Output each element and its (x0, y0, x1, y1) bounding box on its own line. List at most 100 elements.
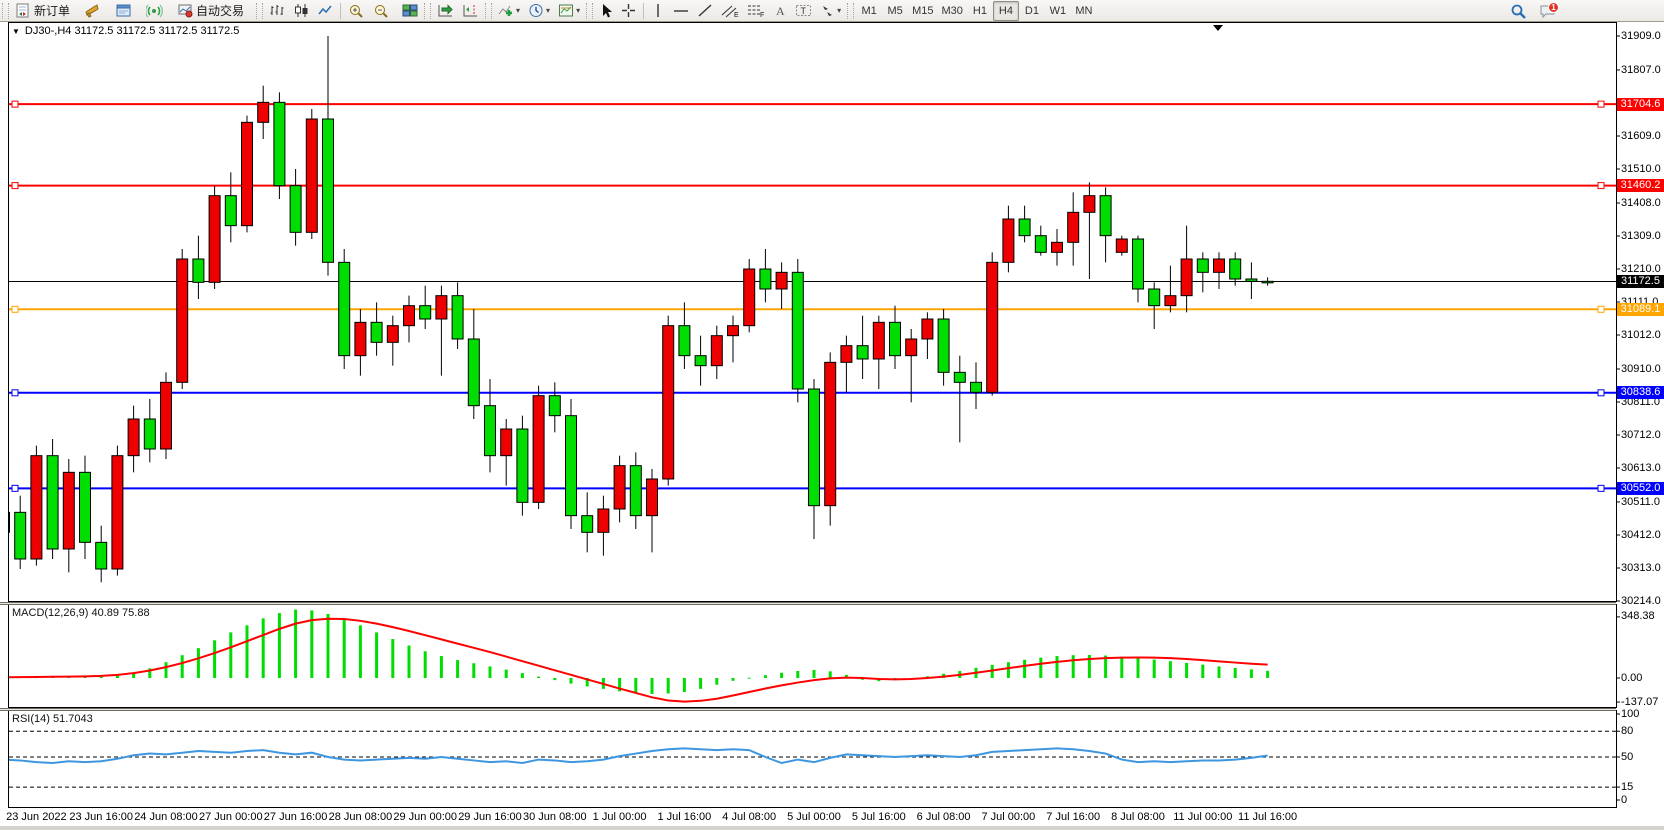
timeframe-M1[interactable]: M1 (861, 4, 877, 17)
zoom-out-button[interactable] (369, 1, 394, 21)
search-button[interactable] (1506, 1, 1531, 21)
time-label: 30 Jun 08:00 (522, 811, 587, 823)
toolbar-grip[interactable] (586, 2, 594, 19)
macd-histogram-bar (115, 675, 119, 678)
pane-splitter[interactable] (0, 707, 1616, 711)
macd-axis-label: 0.00 (1621, 671, 1643, 684)
macd-histogram-bar (342, 619, 346, 678)
macd-histogram-bar (537, 676, 541, 678)
macd-histogram-bar (553, 678, 557, 681)
macd-histogram-bar (148, 668, 152, 678)
chart-shift-button[interactable] (458, 1, 483, 21)
indicators-button[interactable]: ▾ (494, 1, 524, 21)
navigator-button[interactable] (142, 1, 167, 21)
candle (289, 169, 302, 246)
level-marker[interactable] (11, 389, 19, 397)
new-order-icon (16, 3, 29, 18)
timeframe-bar: M1 M5 M15 M30 H1 H4 D1 W1 MN (856, 0, 1097, 21)
timeframe-MN[interactable]: MN (1075, 4, 1093, 17)
toolbar-grip[interactable] (256, 2, 264, 19)
candle (1051, 229, 1063, 266)
level-price-badge: 31704.6 (1617, 97, 1664, 111)
level-marker[interactable] (11, 305, 19, 313)
level-marker[interactable] (1597, 389, 1605, 397)
timeframe-H4[interactable]: H4 (992, 0, 1019, 21)
auto-scroll-button[interactable] (433, 1, 458, 21)
market-watch-button[interactable] (80, 1, 105, 21)
timeframe-M5[interactable]: M5 (887, 4, 903, 17)
macd-axis-label: 348.38 (1621, 610, 1655, 623)
toolbar-grip[interactable] (424, 2, 432, 19)
text-icon: A (776, 4, 785, 18)
candle (386, 315, 399, 366)
level-marker[interactable] (11, 100, 19, 108)
price-tick-label: 31210.0 (1621, 262, 1661, 275)
timeframe-D1[interactable]: D1 (1024, 4, 1039, 17)
macd-histogram-bar (1023, 659, 1027, 678)
candlestick-mode-button[interactable] (289, 1, 313, 21)
toolbar-grip[interactable] (847, 2, 855, 19)
candle (1164, 265, 1177, 313)
channel-tool-button[interactable]: E (717, 1, 743, 21)
level-marker[interactable] (1597, 182, 1605, 190)
level-marker[interactable] (1597, 484, 1605, 492)
timeframe-W1[interactable]: W1 (1049, 4, 1067, 17)
macd-histogram-bar (310, 610, 314, 678)
timeframe-M30[interactable]: M30 (941, 4, 963, 17)
macd-histogram-bar (1136, 658, 1140, 678)
templates-button[interactable]: ▾ (554, 1, 584, 21)
level-marker[interactable] (11, 484, 19, 492)
symbol-dropdown-icon[interactable]: ▼ (12, 27, 20, 36)
timeframe-H1[interactable]: H1 (972, 4, 987, 17)
periods-button[interactable]: ▾ (524, 1, 554, 21)
arrows-tool-button[interactable]: ▾ (816, 1, 845, 21)
timeframe-M15[interactable]: M15 (912, 4, 934, 17)
chart-title-row: ▼ DJ30-,H4 31172.5 31172.5 31172.5 31172.… (12, 25, 239, 37)
time-label: 5 Jul 16:00 (851, 811, 906, 823)
pane-splitter[interactable] (0, 601, 1616, 605)
candle (500, 419, 513, 486)
auto-trading-button[interactable]: 自动交易 (173, 1, 248, 21)
macd-histogram-bar (618, 678, 622, 692)
auto-scroll-icon (438, 4, 453, 17)
trendline-tool-button[interactable] (693, 1, 717, 21)
price-tick-label: 30613.0 (1621, 461, 1661, 474)
time-label: 28 Jun 08:00 (328, 811, 393, 823)
level-marker[interactable] (11, 182, 19, 190)
clock-icon (529, 4, 543, 17)
chart-canvas[interactable] (0, 22, 1664, 809)
macd-axis-label: -137.07 (1621, 695, 1659, 708)
fibonacci-tool-button[interactable]: F (743, 1, 769, 21)
bar-chart-mode-button[interactable] (265, 1, 289, 21)
crosshair-tool-button[interactable] (617, 1, 640, 21)
text-label-tool-button[interactable]: T (791, 1, 816, 21)
cursor-tool-button[interactable] (595, 1, 617, 21)
vertical-line-tool-button[interactable] (647, 1, 669, 21)
candle (581, 492, 594, 553)
tile-windows-button[interactable] (398, 1, 422, 21)
time-label: 8 Jul 08:00 (1111, 811, 1165, 823)
macd-histogram-bar (682, 678, 686, 693)
macd-histogram-bar (1006, 662, 1010, 678)
new-order-button[interactable]: 新订单 (11, 1, 74, 21)
level-marker[interactable] (1597, 305, 1605, 313)
candle (9, 511, 10, 533)
notifications-button[interactable]: 1 (1535, 1, 1561, 21)
toolbar-grip[interactable] (485, 2, 493, 19)
arrow-objects-icon (823, 6, 833, 16)
macd-histogram-bar (277, 613, 281, 678)
toolbar-grip[interactable] (2, 2, 9, 19)
level-marker[interactable] (1597, 100, 1605, 108)
data-window-button[interactable] (111, 1, 136, 21)
line-chart-mode-button[interactable] (313, 1, 337, 21)
zoom-in-button[interactable] (344, 1, 369, 21)
macd-histogram-bar (504, 669, 508, 678)
candle (79, 455, 91, 559)
template-icon (559, 4, 574, 17)
text-tool-button[interactable]: A (769, 1, 791, 21)
horizontal-line-tool-button[interactable] (669, 1, 693, 21)
candle (872, 315, 885, 389)
line-chart-icon (318, 5, 332, 15)
price-tick-label: 31309.0 (1621, 229, 1661, 242)
chart-shift-marker[interactable] (1213, 25, 1223, 31)
